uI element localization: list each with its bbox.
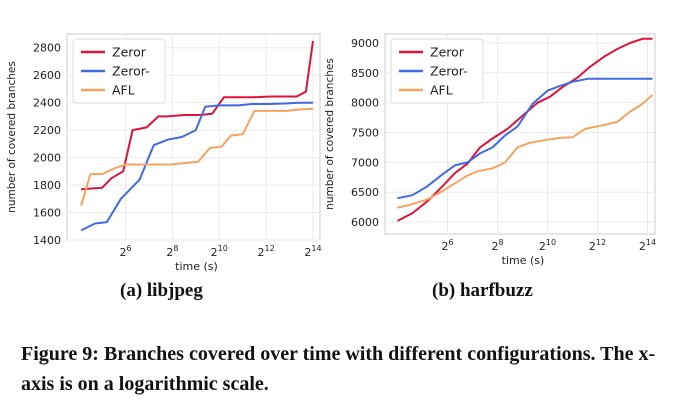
y-tick-label: 6000 bbox=[351, 216, 379, 229]
y-tick-label: 8000 bbox=[351, 97, 379, 110]
subcaption-b: (b) harfbuzz bbox=[432, 280, 533, 301]
legend-label: Zeror bbox=[430, 45, 465, 60]
y-tick-label: 9000 bbox=[351, 37, 379, 50]
x-tick-label: 26 bbox=[441, 238, 453, 253]
legend-label: AFL bbox=[430, 83, 453, 98]
legend-box bbox=[390, 38, 484, 104]
x-tick-label: 214 bbox=[304, 244, 321, 259]
figure-charts: 1400 1600 1800 2000 2200 2400 2600 2800 26 28 210 2… bbox=[6, 33, 656, 273]
x-tick-label: 212 bbox=[258, 244, 275, 259]
y-tick-label: 1600 bbox=[33, 207, 61, 220]
y-tick-label: 2800 bbox=[33, 42, 61, 55]
x-tick-label: 28 bbox=[166, 244, 178, 259]
series-line-zeror-minus bbox=[397, 77, 653, 200]
legend-label: Zeror- bbox=[112, 64, 150, 79]
chart-libjpeg: 1400 1600 1800 2000 2200 2400 2600 2800 26 28 210 2… bbox=[6, 33, 322, 273]
y-tick-label: 2600 bbox=[33, 69, 61, 82]
y-axis-label: number of covered branches bbox=[324, 58, 336, 210]
x-axis-label: time (s) bbox=[175, 260, 218, 273]
legend-label: Zeror- bbox=[430, 64, 468, 79]
y-tick-label: 2400 bbox=[33, 97, 61, 110]
series-line-afl bbox=[80, 107, 314, 206]
x-tick-label: 214 bbox=[639, 238, 656, 253]
y-tick-label: 1800 bbox=[33, 179, 61, 192]
y-tick-label: 7000 bbox=[351, 156, 379, 169]
x-tick-label: 26 bbox=[120, 244, 132, 259]
y-tick-label: 2000 bbox=[33, 152, 61, 165]
x-axis-label: time (s) bbox=[502, 254, 545, 267]
y-axis-label: number of covered branches bbox=[6, 61, 18, 213]
y-tick-label: 6500 bbox=[351, 186, 379, 199]
legend-label: Zeror bbox=[112, 45, 147, 60]
x-tick-label: 210 bbox=[539, 238, 556, 253]
figure-caption: Figure 9: Branches covered over time wit… bbox=[21, 343, 656, 395]
x-tick-label: 212 bbox=[589, 238, 606, 253]
legend-label: AFL bbox=[112, 83, 135, 98]
chart-harfbuzz: 6000 6500 7000 7500 8000 8500 9000 26 28 210 212 21… bbox=[324, 33, 656, 267]
series-line-afl bbox=[397, 94, 654, 209]
series-line-zeror bbox=[81, 40, 314, 191]
x-tick-label: 210 bbox=[211, 244, 228, 259]
y-tick-label: 1400 bbox=[33, 234, 61, 247]
series-line-zeror-minus bbox=[80, 101, 313, 232]
y-tick-label: 2200 bbox=[33, 124, 61, 137]
subcaption-a: (a) libjpeg bbox=[120, 280, 203, 301]
y-tick-label: 7500 bbox=[351, 127, 379, 140]
x-tick-label: 28 bbox=[491, 238, 503, 253]
legend-box bbox=[72, 38, 166, 104]
y-tick-label: 8500 bbox=[351, 67, 379, 80]
